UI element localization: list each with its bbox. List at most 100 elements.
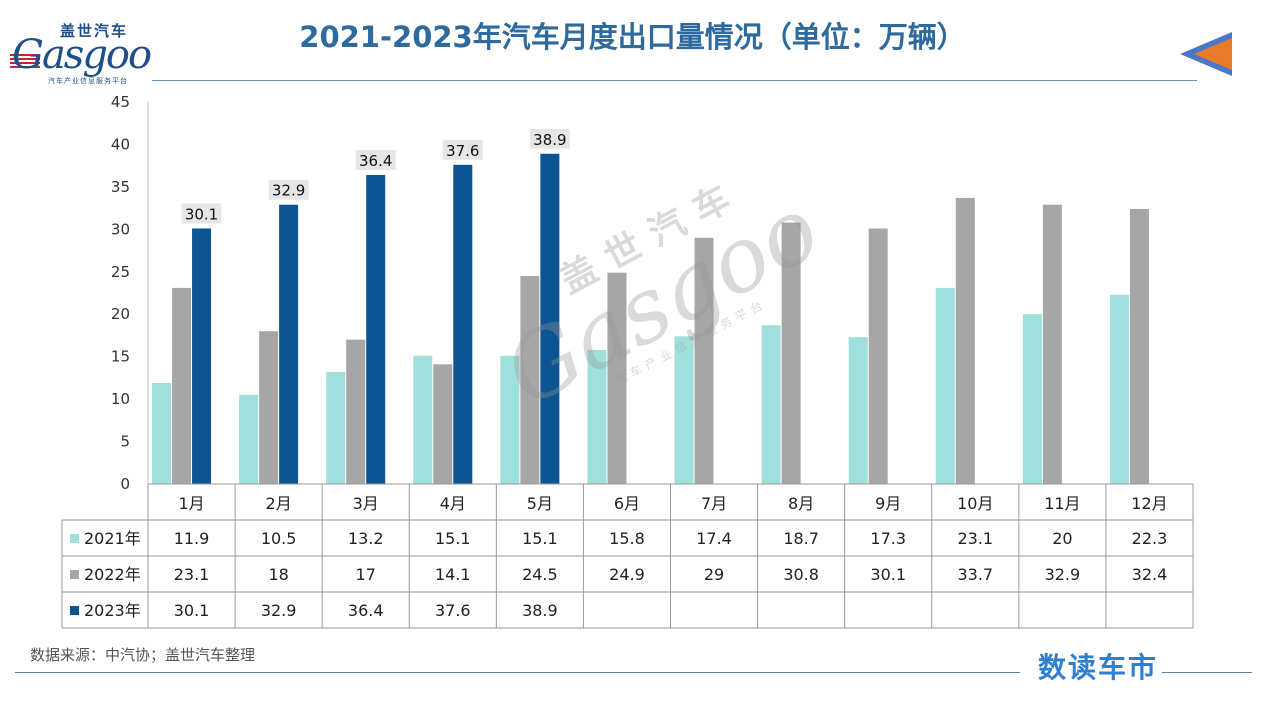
data-source-note: 数据来源：中汽协；盖世汽车整理 [30, 646, 256, 664]
gasgoo-logo: 盖世汽车 Gasgoo 汽车产业信息服务平台 [8, 18, 158, 88]
data-label: 30.1 [185, 205, 218, 223]
table-cell-value: 30.1 [174, 601, 210, 620]
x-tick-label: 7月 [701, 494, 727, 513]
y-tick-label: 35 [111, 178, 130, 196]
data-label-bg [529, 128, 570, 149]
table-cell-value: 17.4 [696, 529, 732, 548]
table-cell-value: 30.8 [783, 565, 819, 584]
bar-2022年-3月 [346, 339, 366, 484]
bar-2022年-12月 [1129, 208, 1149, 484]
bar-2021年-1月 [152, 382, 172, 484]
bar-2022年-1月 [172, 287, 192, 484]
bar-2022年-9月 [868, 228, 888, 484]
bar-2022年-11月 [1042, 204, 1062, 484]
y-tick-label: 40 [111, 135, 130, 153]
x-tick-label: 12月 [1131, 494, 1167, 513]
data-label-bg [355, 150, 396, 171]
bar-2023年-3月 [366, 175, 386, 484]
x-tick-label: 3月 [353, 494, 379, 513]
bar-2023年-2月 [279, 204, 299, 484]
legend-swatch-2021年 [70, 534, 79, 543]
table-cell-value: 20 [1052, 529, 1072, 548]
logo-stripes [10, 54, 40, 70]
table-cell-value: 32.9 [1045, 565, 1081, 584]
bar-2021年-10月 [935, 287, 955, 484]
back-arrow-icon[interactable] [1178, 30, 1234, 78]
table-cell-value: 17.3 [870, 529, 906, 548]
table-cell-value: 15.1 [435, 529, 471, 548]
data-label: 36.4 [359, 152, 392, 170]
table-cell-value: 30.1 [870, 565, 906, 584]
bar-2022年-4月 [433, 364, 453, 484]
legend-label-2021年: 2021年 [84, 529, 141, 548]
bar-2022年-5月 [520, 276, 540, 484]
table-cell-value: 24.9 [609, 565, 645, 584]
legend-label-2023年: 2023年 [84, 601, 141, 620]
export-chart: 0 5 10 15 20 25 30 35 40 45 30.1 32.9 36.4 37.6 38.9 1月… [61, 93, 1194, 629]
footer-divider-left [15, 672, 1020, 673]
bar-2021年-5月 [500, 355, 520, 484]
logo-subtitle: 汽车产业信息服务平台 [48, 77, 128, 85]
table-cell-value: 32.4 [1132, 565, 1168, 584]
x-tick-label: 11月 [1044, 494, 1080, 513]
brand-label: 数读车市 [1038, 651, 1159, 684]
bar-2021年-9月 [848, 337, 868, 484]
y-tick-label: 5 [120, 433, 130, 451]
bar-2021年-12月 [1109, 294, 1129, 484]
table-cell-value: 29 [704, 565, 724, 584]
y-tick-label: 30 [111, 220, 130, 238]
x-tick-label: 1月 [178, 494, 204, 513]
page-title: 2021-2023年汽车月度出口量情况（单位：万辆） [299, 20, 966, 54]
bar-2022年-8月 [781, 222, 801, 484]
table-cell-value: 37.6 [435, 601, 471, 620]
table-cell-value: 18 [268, 565, 288, 584]
bar-2021年-3月 [326, 371, 346, 484]
bar-2023年-4月 [453, 164, 473, 484]
bar-2021年-8月 [761, 325, 781, 484]
data-label: 32.9 [272, 182, 305, 200]
bar-2022年-2月 [259, 331, 279, 484]
table-cell-value: 24.5 [522, 565, 558, 584]
data-label-bg [442, 139, 483, 160]
data-label-bg [268, 179, 309, 200]
table-cell-value: 14.1 [435, 565, 471, 584]
title-divider [152, 80, 1197, 81]
table-cell-value: 33.7 [957, 565, 993, 584]
data-label-bg [181, 203, 222, 224]
x-tick-label: 6月 [614, 494, 640, 513]
bar-2021年-11月 [1022, 314, 1042, 484]
x-tick-label: 9月 [875, 494, 901, 513]
y-tick-label: 15 [111, 348, 130, 366]
table-cell-value: 11.9 [174, 529, 210, 548]
table-cell-value: 38.9 [522, 601, 558, 620]
table-cell-value: 18.7 [783, 529, 819, 548]
table-cell-value: 10.5 [261, 529, 297, 548]
x-tick-label: 10月 [957, 494, 993, 513]
legend-label-2022年: 2022年 [84, 565, 141, 584]
bar-2023年-5月 [540, 153, 560, 484]
x-tick-label: 4月 [440, 494, 466, 513]
y-tick-label: 10 [111, 390, 130, 408]
logo-cn-text: 盖世汽车 [60, 22, 129, 40]
bar-2022年-10月 [955, 197, 975, 484]
bar-2021年-4月 [413, 355, 433, 484]
y-tick-label: 0 [120, 475, 130, 493]
legend-swatch-2022年 [70, 570, 79, 579]
logo-en-text: Gasgoo [12, 32, 152, 78]
y-tick-label: 20 [111, 305, 130, 323]
bar-2022年-6月 [607, 272, 627, 484]
x-tick-label: 5月 [527, 494, 553, 513]
table-cell-value: 23.1 [957, 529, 993, 548]
table-cell-value: 32.9 [261, 601, 297, 620]
legend-swatch-2023年 [70, 606, 79, 615]
footer-divider-right [1162, 672, 1252, 673]
table-cell-value: 15.8 [609, 529, 645, 548]
bar-2021年-2月 [239, 394, 259, 484]
table-cell-value: 36.4 [348, 601, 384, 620]
data-label: 38.9 [533, 131, 566, 149]
table-cell-value: 23.1 [174, 565, 210, 584]
bar-2021年-7月 [674, 336, 694, 484]
bar-2022年-7月 [694, 237, 714, 484]
table-cell-value: 13.2 [348, 529, 384, 548]
table-cell-value: 22.3 [1132, 529, 1168, 548]
